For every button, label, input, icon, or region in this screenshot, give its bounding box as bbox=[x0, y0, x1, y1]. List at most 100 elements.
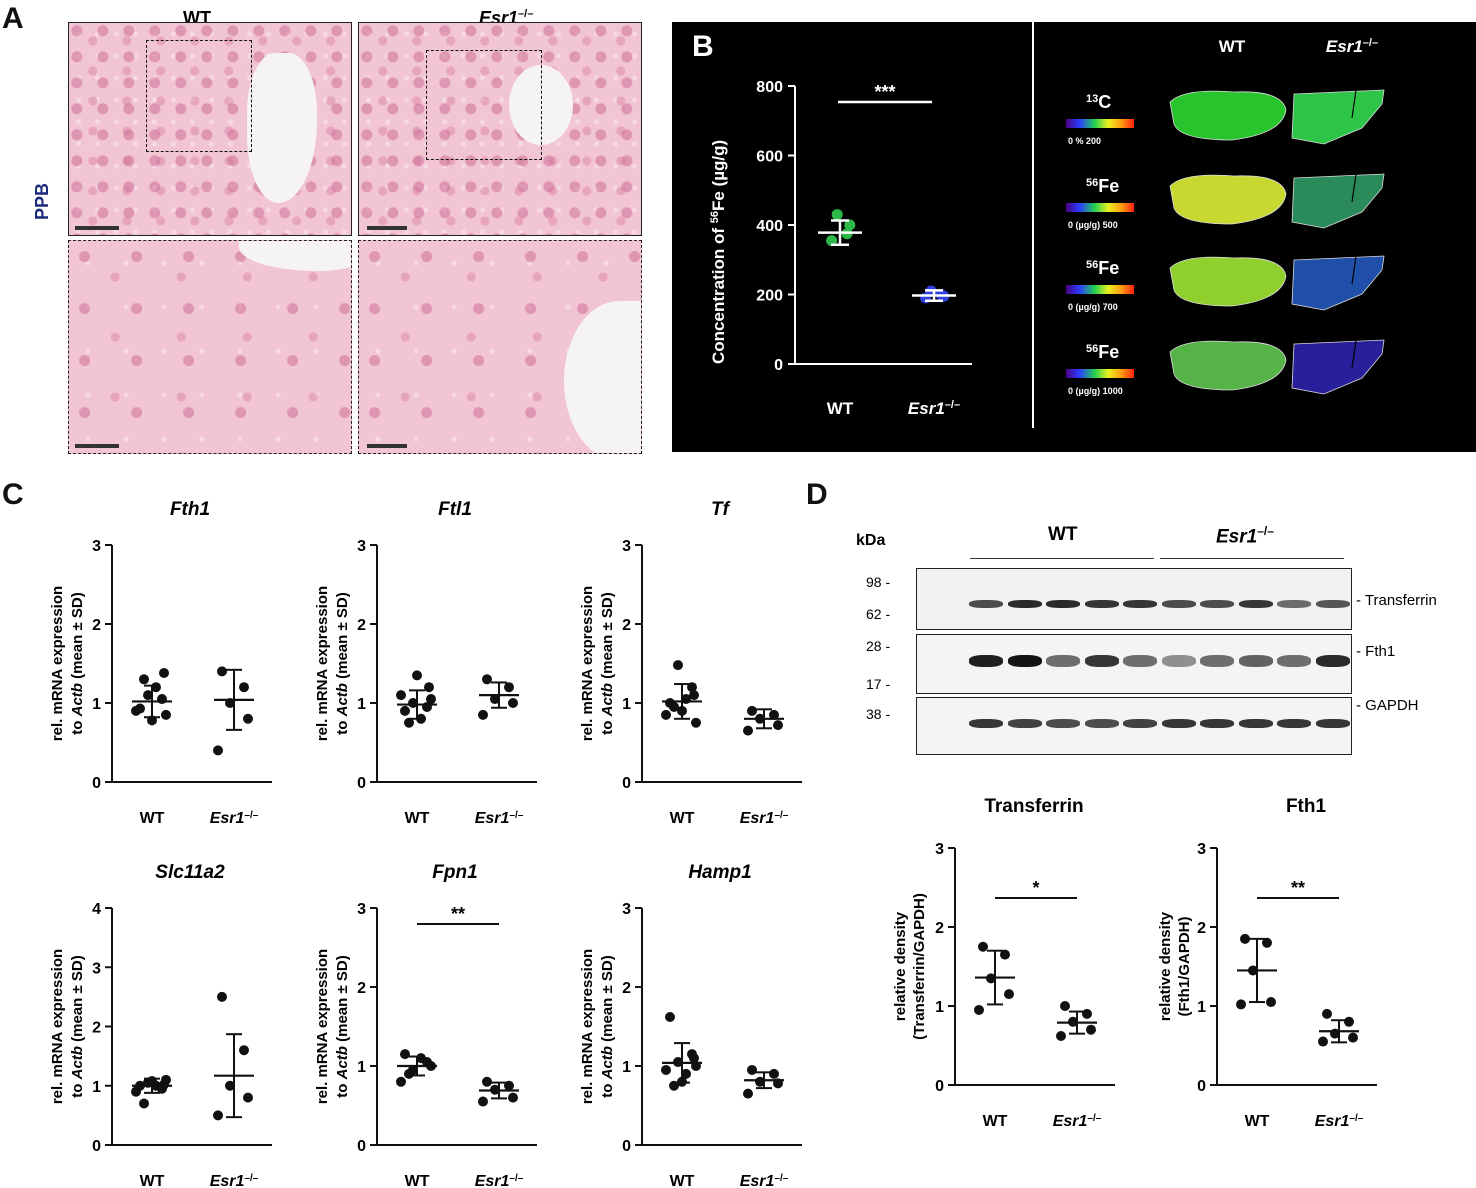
chart-sig-stars: ** bbox=[1291, 878, 1305, 898]
imaging-scale-label: 0 (µg/g) 700 bbox=[1068, 302, 1118, 312]
chart-title: Fpn1 bbox=[432, 862, 477, 883]
chart-x-label-wt: WT bbox=[140, 1173, 165, 1188]
chart-point bbox=[239, 1045, 249, 1056]
imaging-wt-section bbox=[1169, 340, 1287, 391]
chart-point bbox=[1056, 1031, 1066, 1042]
chart-point bbox=[769, 1068, 779, 1079]
blot-band bbox=[1007, 719, 1042, 728]
blot-band bbox=[1161, 600, 1196, 608]
blot-ko-label: Esr1–/– bbox=[1216, 524, 1274, 548]
chart-y-tick-label: 1 bbox=[622, 696, 631, 713]
imaging-wt-section bbox=[1169, 174, 1287, 225]
blot-transferrin bbox=[916, 568, 1352, 630]
chart-point bbox=[689, 690, 699, 701]
chart-y-tick-label: 0 bbox=[622, 775, 631, 792]
chart-y-label-line1: rel. mRNA expression bbox=[579, 586, 596, 741]
chart-point bbox=[1318, 1036, 1328, 1047]
blot-band bbox=[1315, 719, 1350, 728]
scatter-chart-5: Fpn1 rel. mRNA expression to Actb (mean ± … bbox=[314, 862, 537, 1188]
panel-b-divider bbox=[1032, 22, 1034, 428]
chart-point bbox=[665, 1012, 675, 1023]
chart-point bbox=[139, 674, 149, 685]
chart-point bbox=[412, 670, 422, 681]
chart-x-label-ko: Esr1–/– bbox=[475, 1173, 524, 1188]
chart-title: Hamp1 bbox=[688, 862, 751, 883]
chart-point bbox=[424, 682, 434, 693]
chart-y-label: relative density (Fth1/GAPDH) bbox=[1157, 911, 1193, 1021]
blot-band bbox=[1277, 600, 1311, 608]
chart-x-label-ko: Esr1–/– bbox=[740, 810, 789, 828]
chart-sig-stars: * bbox=[1032, 878, 1039, 898]
imaging-row-label: 56Fe bbox=[1086, 342, 1119, 362]
chart-x-label-wt: WT bbox=[670, 810, 695, 827]
iron-y-tick-label: 800 bbox=[756, 79, 783, 96]
chart-point bbox=[1322, 1008, 1332, 1019]
imaging-row-label: 13C bbox=[1086, 92, 1111, 112]
chart-point bbox=[243, 1092, 253, 1103]
chart-point bbox=[1004, 989, 1014, 1000]
imaging-wt-section bbox=[1169, 256, 1287, 307]
blot-band bbox=[1238, 655, 1273, 667]
blot-band bbox=[1238, 719, 1273, 728]
chart-title: Fth1 bbox=[170, 499, 210, 520]
chart-title: Transferrin bbox=[984, 796, 1083, 817]
imaging-color-scale bbox=[1066, 203, 1134, 212]
imaging-ko-cut bbox=[1351, 89, 1357, 119]
chart-y-label-line2: to Actb (mean ± SD) bbox=[69, 592, 86, 734]
blot-band bbox=[1277, 655, 1311, 667]
blot-band bbox=[1046, 655, 1080, 667]
chart-y-label-line2: to Actb (mean ± SD) bbox=[334, 592, 351, 734]
chart-point bbox=[143, 690, 153, 701]
iron-point bbox=[831, 209, 843, 221]
chart-x-label-ko: Esr1–/– bbox=[210, 1173, 259, 1188]
imaging-wt-section bbox=[1169, 90, 1287, 141]
chart-x-label-wt: WT bbox=[983, 1113, 1008, 1130]
blot-band bbox=[1200, 655, 1234, 667]
chart-point bbox=[743, 1088, 753, 1099]
scatter-chart-3: Tf rel. mRNA expression to Actb (mean ± SD… bbox=[579, 499, 802, 827]
blot-band bbox=[1123, 719, 1157, 728]
chart-y-tick-label: 1 bbox=[1197, 999, 1206, 1016]
chart-x-label-wt: WT bbox=[670, 1173, 695, 1188]
chart-point bbox=[478, 1096, 488, 1107]
chart-y-tick-label: 0 bbox=[622, 1138, 631, 1155]
imaging-ko-label: Esr1–/– bbox=[1326, 37, 1378, 56]
blot-band bbox=[1277, 719, 1311, 728]
chart-x-label-wt: WT bbox=[405, 1173, 430, 1188]
chart-point bbox=[478, 709, 488, 720]
chart-y-label-line1: rel. mRNA expression bbox=[49, 586, 66, 741]
chart-x-label-ko: Esr1–/– bbox=[210, 810, 259, 828]
blot-band bbox=[1007, 655, 1042, 667]
scatter-chart-4: Slc11a2 rel. mRNA expression to Actb (mean… bbox=[49, 862, 272, 1188]
chart-point bbox=[225, 1080, 235, 1091]
chart-y-tick-label: 0 bbox=[357, 775, 366, 792]
chart-point bbox=[974, 1004, 984, 1015]
chart-y-tick-label: 0 bbox=[357, 1138, 366, 1155]
panel-a-letter: A bbox=[2, 2, 24, 35]
chart-point bbox=[1262, 937, 1272, 948]
chart-x-label-wt: WT bbox=[140, 810, 165, 827]
blot-band bbox=[1238, 600, 1273, 608]
chart-y-label-line1: rel. mRNA expression bbox=[49, 949, 66, 1104]
chart-point bbox=[404, 717, 414, 728]
chart-point bbox=[217, 991, 227, 1002]
chart-point bbox=[1240, 933, 1250, 944]
chart-point bbox=[673, 660, 683, 671]
blot-band bbox=[1007, 600, 1042, 608]
chart-x-label-ko: Esr1–/– bbox=[1315, 1113, 1364, 1131]
chart-point bbox=[131, 1086, 141, 1097]
chart-point bbox=[159, 667, 169, 678]
chart-y-label-line2: to Actb (mean ± SD) bbox=[599, 592, 616, 734]
chart-point bbox=[161, 709, 171, 720]
chart-y-tick-label: 1 bbox=[357, 696, 366, 713]
iron-y-tick-label: 400 bbox=[756, 218, 783, 235]
blot-band bbox=[969, 719, 1003, 728]
chart-x-label-wt: WT bbox=[1245, 1113, 1270, 1130]
chart-y-tick-label: 0 bbox=[92, 775, 101, 792]
chart-y-tick-label: 1 bbox=[622, 1059, 631, 1076]
blot-ko-line bbox=[1160, 558, 1344, 559]
blot-band bbox=[1123, 655, 1157, 667]
chart-point bbox=[681, 1068, 691, 1079]
chart-point bbox=[139, 1098, 149, 1109]
